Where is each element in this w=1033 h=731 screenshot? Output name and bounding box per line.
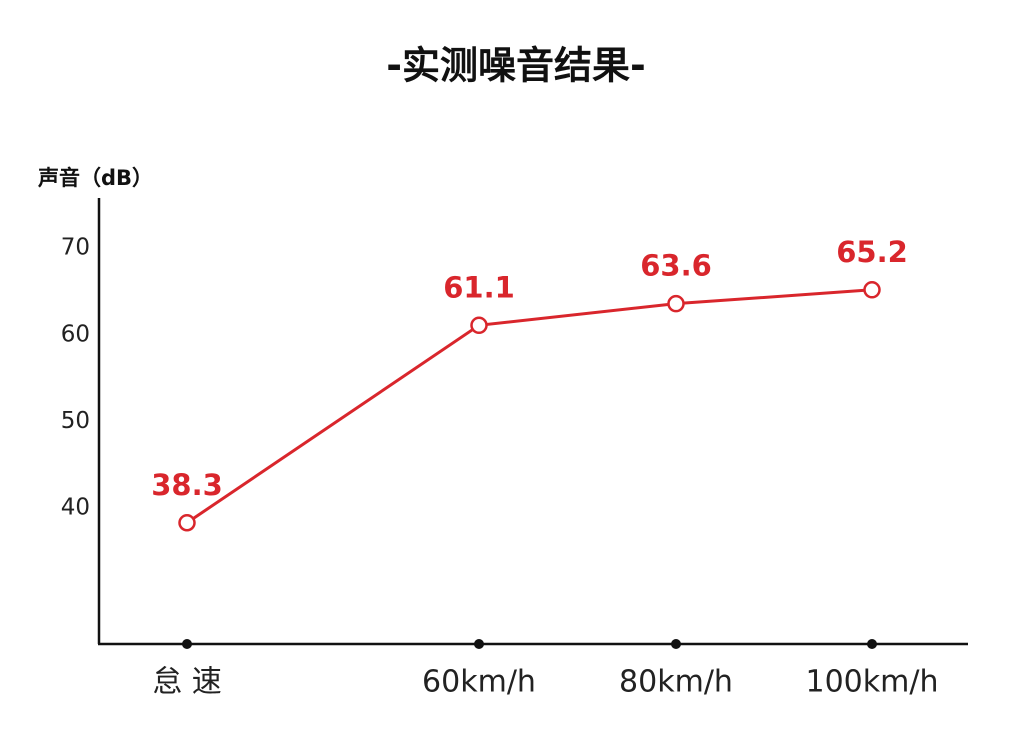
x-tick-dot — [671, 639, 681, 649]
y-tick-label: 50 — [61, 408, 90, 434]
y-tick-label: 60 — [61, 321, 90, 347]
line — [186, 288, 873, 524]
point — [667, 294, 685, 313]
value-label: 65.2 — [836, 235, 908, 269]
value-label: 61.1 — [443, 270, 515, 304]
x-tick-dot — [182, 639, 192, 649]
x-tick-dot — [867, 639, 877, 649]
y-tick-label: 70 — [61, 235, 90, 261]
x-tick-label: 100km/h — [806, 665, 939, 700]
point — [470, 316, 488, 335]
x-tick-label: 怠 速 — [152, 665, 222, 700]
x-tick-label: 80km/h — [619, 665, 733, 700]
value-label: 38.3 — [151, 468, 223, 502]
x-tick-dot — [474, 639, 484, 649]
chart-title: -实测噪音结果- — [386, 44, 646, 88]
value-label: 63.6 — [640, 249, 712, 283]
y-axis-label: 声音（dB） — [37, 166, 153, 190]
y-tick-label: 40 — [61, 495, 90, 521]
x-tick-label: 60km/h — [422, 665, 536, 700]
point — [863, 281, 881, 299]
point — [178, 514, 196, 532]
